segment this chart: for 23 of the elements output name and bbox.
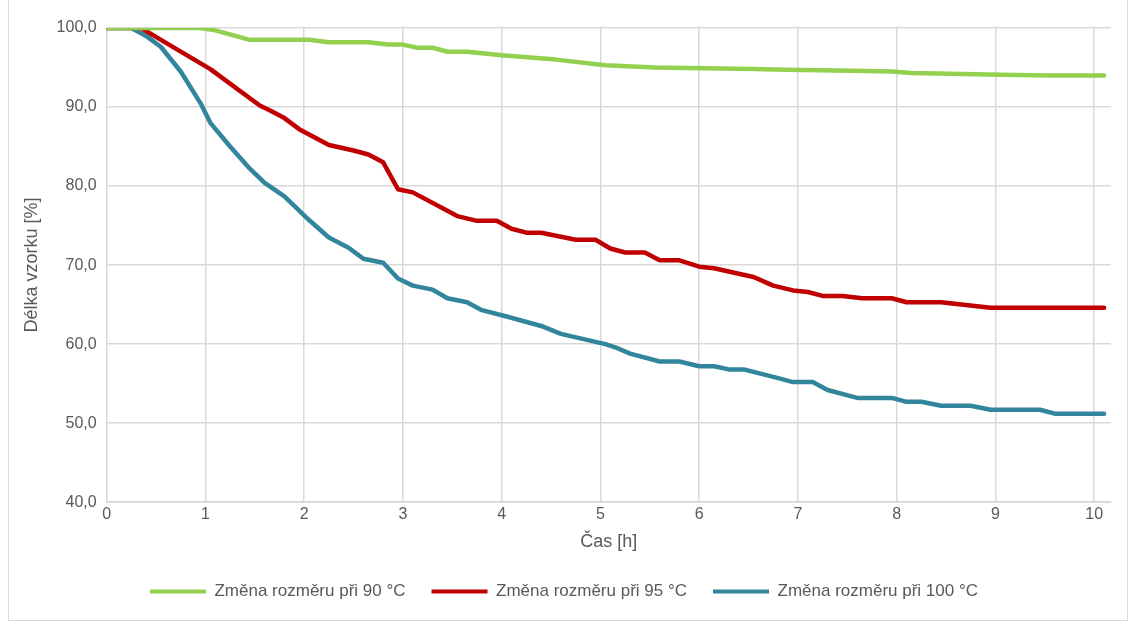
y-axis-title: Délka vzorku [%]: [20, 197, 41, 333]
x-tick-label: 10: [1085, 505, 1104, 523]
x-tick-label: 7: [793, 505, 803, 523]
x-tick-label: 3: [398, 505, 408, 523]
x-tick-label: 8: [892, 505, 902, 523]
y-tick-label: 80,0: [65, 176, 97, 194]
y-tick-label: 50,0: [65, 413, 97, 431]
y-tick-label: 60,0: [65, 334, 97, 352]
x-tick-label: 4: [497, 505, 507, 523]
y-tick-label: 90,0: [65, 97, 97, 115]
x-tick-label: 0: [102, 505, 112, 523]
y-tick-label: 100,0: [56, 18, 97, 36]
x-tick-label: 5: [595, 505, 605, 523]
x-tick-label: 9: [991, 505, 1000, 523]
legend-label: Změna rozměru při 95 °C: [496, 581, 688, 601]
y-tick-label: 70,0: [65, 255, 97, 273]
legend-label: Změna rozměru při 100 °C: [777, 581, 979, 601]
x-axis-title: Čas [h]: [580, 530, 638, 552]
x-tick-label: 1: [200, 505, 210, 523]
y-tick-label: 40,0: [65, 492, 97, 510]
legend-label: Změna rozměru při 90 °C: [214, 581, 406, 601]
x-tick-label: 6: [694, 505, 704, 523]
x-tick-label: 2: [299, 505, 309, 523]
